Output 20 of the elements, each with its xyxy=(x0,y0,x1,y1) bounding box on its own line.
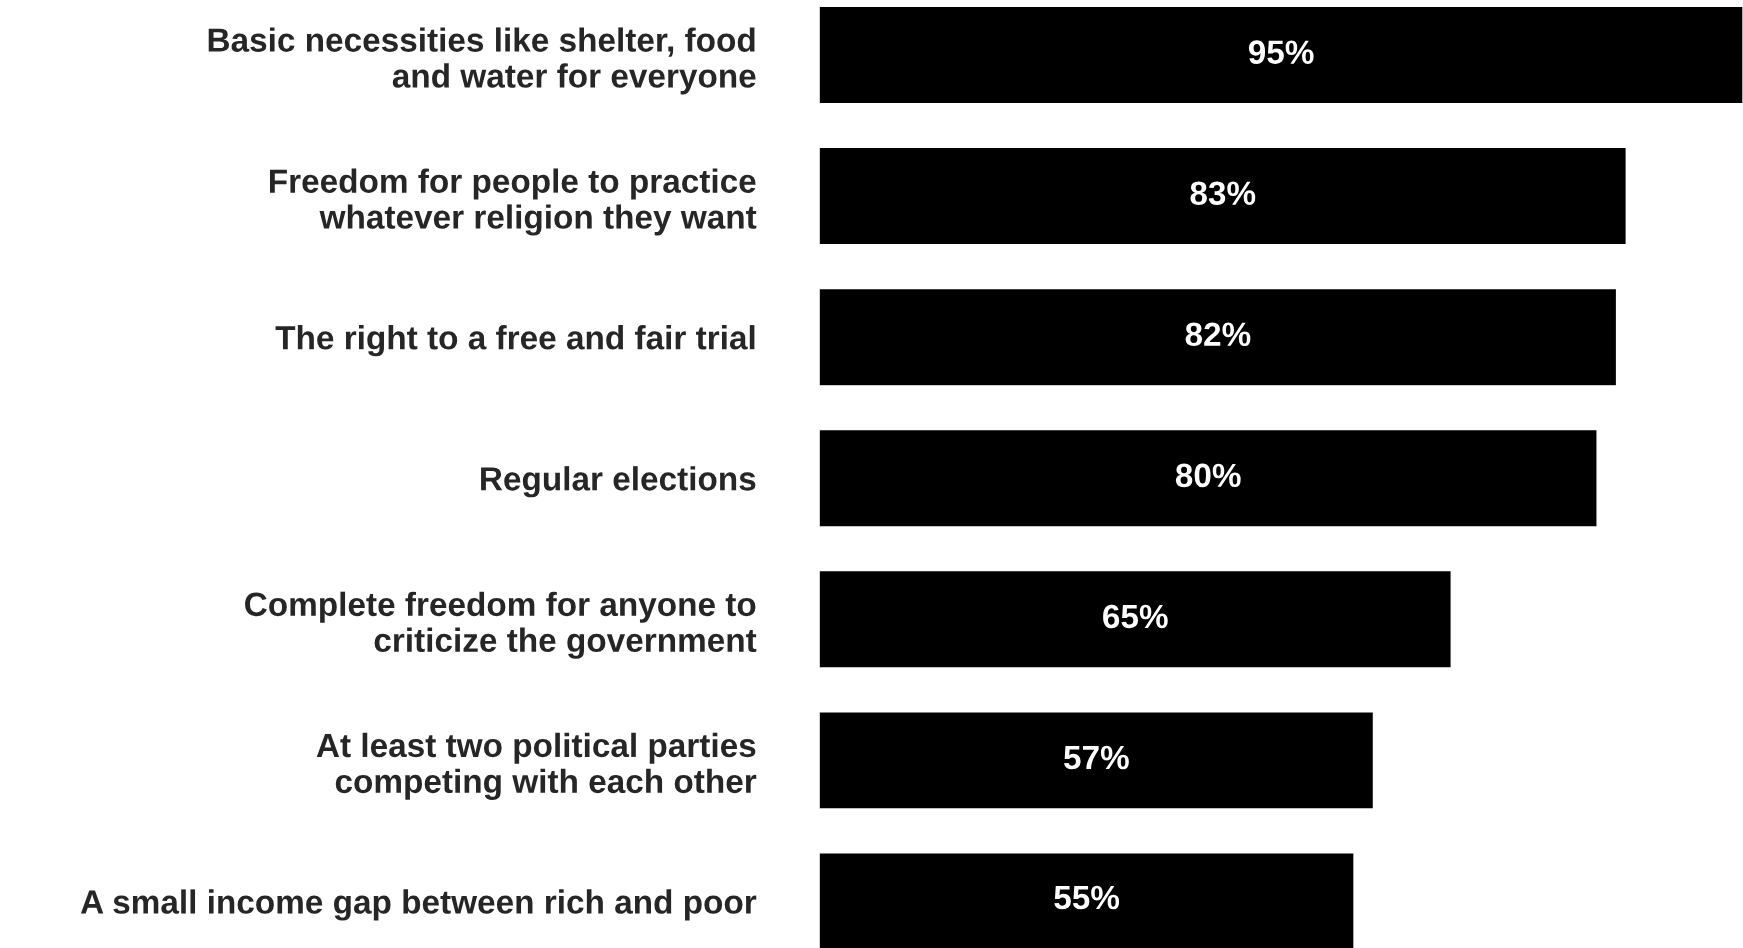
data-label: 95% xyxy=(1248,40,1314,64)
data-label: 55% xyxy=(1054,885,1120,910)
y-tick-label: Regular elections xyxy=(481,466,756,498)
y-tick-label: At least two political parties competing with each other xyxy=(316,732,757,800)
y-tick-label: Basic necessities like shelter, food and water for everyone xyxy=(208,27,756,95)
data-label: 57% xyxy=(1064,745,1129,770)
bar xyxy=(819,569,1452,669)
y-tick-label: The right to a free and fair trial xyxy=(275,325,755,357)
data-label: 82% xyxy=(1185,322,1251,347)
y-tick-label: Freedom for people to practice whatever religion they want xyxy=(269,168,757,236)
data-label: 65% xyxy=(1103,604,1168,629)
data-label: 83% xyxy=(1190,181,1256,206)
bar xyxy=(819,711,1375,810)
y-tick-label: A small income gap between rich and poor xyxy=(80,889,757,921)
bar xyxy=(819,287,1618,387)
data-label: 80% xyxy=(1175,463,1241,488)
bar xyxy=(819,428,1598,528)
bar xyxy=(819,146,1628,246)
y-tick-label: Complete freedom for anyone to criticize the government xyxy=(245,591,757,659)
bar xyxy=(819,5,1743,105)
